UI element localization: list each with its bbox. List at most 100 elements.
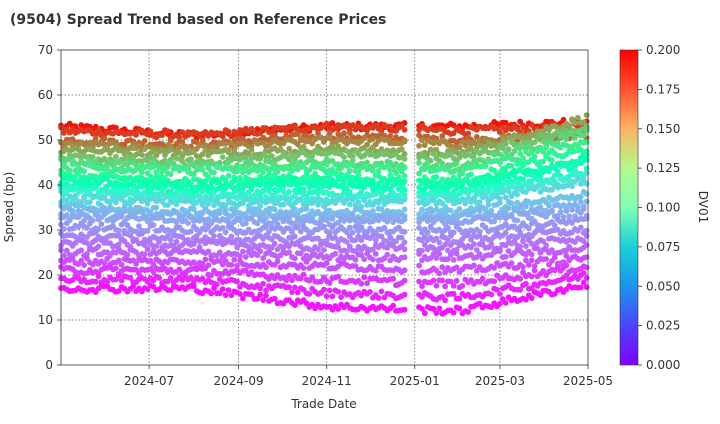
data-point [274, 187, 281, 194]
data-point [254, 220, 261, 227]
data-point [546, 168, 552, 175]
data-point [471, 241, 477, 248]
data-point [84, 251, 90, 257]
data-point [185, 178, 192, 185]
data-point [447, 278, 454, 285]
data-point [92, 246, 99, 252]
data-point [193, 237, 200, 243]
data-point [523, 296, 529, 303]
data-point [514, 191, 521, 198]
data-point [583, 227, 590, 234]
data-point [113, 265, 119, 272]
data-point [173, 238, 180, 245]
data-point [95, 273, 102, 280]
data-point [118, 277, 125, 284]
data-point [433, 146, 440, 153]
data-point [401, 196, 408, 203]
data-point [320, 223, 327, 230]
data-point [303, 206, 310, 212]
data-point [554, 226, 561, 233]
data-point [488, 182, 495, 189]
data-point [292, 158, 298, 165]
data-point [208, 196, 215, 203]
data-point [387, 214, 394, 221]
data-point [257, 165, 264, 171]
data-point [153, 204, 160, 211]
data-point [271, 216, 278, 223]
data-point [150, 261, 157, 268]
data-point [494, 175, 500, 182]
data-point [520, 176, 526, 183]
x-tick-label: 2025-03 [475, 374, 525, 388]
data-point [583, 264, 590, 271]
data-point [344, 196, 350, 203]
data-point [416, 193, 422, 200]
data-point [315, 210, 321, 216]
data-point [286, 284, 292, 290]
y-axis-label: Spread (bp) [2, 172, 16, 243]
data-point [153, 243, 160, 250]
data-point [104, 255, 111, 262]
data-point [416, 278, 422, 285]
data-point [260, 169, 266, 175]
data-point [583, 139, 590, 146]
data-point [222, 210, 229, 217]
data-point [141, 182, 148, 189]
data-point [465, 232, 472, 238]
data-point [315, 160, 321, 167]
data-point [92, 211, 99, 218]
data-point [358, 189, 365, 196]
data-point [61, 226, 67, 232]
data-point [248, 147, 255, 153]
data-point [580, 270, 587, 276]
data-point [416, 225, 422, 231]
data-point [318, 278, 324, 285]
data-point [517, 286, 523, 293]
data-point [372, 251, 379, 257]
data-point [242, 154, 249, 161]
data-point [569, 130, 575, 137]
data-point [225, 128, 232, 135]
data-point [546, 202, 552, 209]
data-point [211, 233, 217, 240]
data-point [251, 192, 258, 199]
data-point [370, 192, 376, 198]
data-point [130, 283, 137, 290]
data-point [271, 240, 278, 247]
data-point [156, 275, 163, 281]
data-point [242, 192, 249, 199]
data-point [456, 144, 463, 151]
data-point [520, 155, 526, 162]
data-point [416, 170, 422, 177]
data-point [583, 233, 590, 239]
data-point [164, 128, 171, 135]
data-point [419, 305, 425, 312]
data-point [450, 309, 457, 316]
data-point [421, 242, 428, 248]
data-point [159, 147, 166, 154]
data-point [421, 142, 428, 149]
data-point [318, 134, 324, 141]
data-point [248, 125, 255, 132]
data-point [81, 262, 87, 268]
data-point [401, 173, 408, 179]
data-point [401, 306, 408, 313]
data-point [502, 173, 509, 180]
data-point [520, 269, 526, 276]
data-point [326, 280, 333, 286]
data-point [289, 152, 295, 159]
data-point [370, 136, 376, 143]
data-point [442, 283, 448, 290]
data-point [505, 248, 512, 254]
data-point [540, 238, 547, 245]
data-point [118, 261, 125, 268]
data-point [292, 255, 298, 262]
data-point [263, 264, 269, 271]
data-point [124, 191, 131, 197]
data-point [280, 176, 287, 182]
data-point [78, 257, 85, 264]
data-point [72, 192, 79, 199]
data-point [208, 272, 215, 279]
data-point [292, 284, 298, 291]
